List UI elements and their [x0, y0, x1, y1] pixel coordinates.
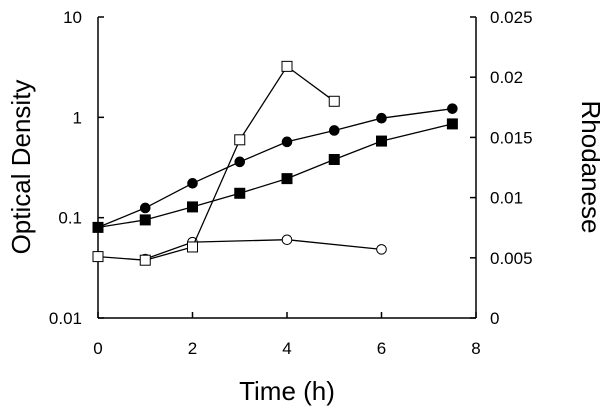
y-left-axis-title: Optical Density [6, 80, 36, 255]
series-3-line [145, 239, 382, 260]
series-2-point [234, 187, 246, 199]
series-1-point [376, 112, 387, 124]
x-tick-label: 8 [471, 339, 480, 358]
series-2-point [446, 118, 458, 130]
series-1-point [281, 136, 293, 148]
y-left-tick-label: 10 [63, 8, 82, 27]
x-tick-label: 6 [377, 339, 386, 358]
series-2-point [92, 221, 104, 233]
y-left-tick-label: 0.1 [58, 209, 82, 228]
y-right-tick-label: 0.025 [490, 8, 533, 27]
series-4-point [234, 134, 246, 146]
y-right-tick-label: 0.01 [490, 189, 523, 208]
series-4-point [328, 95, 340, 107]
series-3-point [281, 234, 293, 246]
y-right-axis-title: Rhodanese [576, 101, 600, 234]
x-axis-title: Time (h) [239, 376, 335, 406]
series-1-point [139, 202, 151, 214]
series-1-point [187, 178, 198, 189]
series-4-point [281, 60, 293, 72]
x-tick-label: 4 [282, 339, 291, 358]
y-right-tick-label: 0 [490, 309, 499, 328]
x-tick-label: 0 [93, 339, 102, 358]
y-right-tick-label: 0.005 [490, 249, 533, 268]
series-4-point [139, 254, 151, 266]
series-2-point [281, 173, 293, 185]
series-group [92, 60, 458, 266]
series-1-point [328, 125, 340, 136]
series-1-point [234, 156, 246, 168]
series-3-point [376, 244, 387, 255]
series-2-point [328, 153, 340, 165]
series-1-point [447, 103, 458, 114]
y-right-tick-label: 0.015 [490, 128, 533, 147]
series-2-point [187, 201, 198, 213]
series-4-point [187, 241, 198, 253]
series-2-line [97, 123, 453, 229]
y-right-tick-label: 0.02 [490, 68, 523, 87]
series-2-point [139, 214, 151, 226]
series-4-point [92, 251, 104, 263]
y-left-tick-label: 0.01 [49, 309, 82, 328]
series-4-line [97, 65, 335, 261]
y-left-tick-label: 1 [73, 108, 82, 127]
x-tick-label: 2 [188, 339, 197, 358]
ticks: 0 2 4 6 8 0.01 0.1 1 10 0 0.005 0.01 0.015 0.02 0.025 [49, 8, 533, 358]
series-1-line [97, 108, 453, 229]
series-2-point [376, 135, 387, 147]
